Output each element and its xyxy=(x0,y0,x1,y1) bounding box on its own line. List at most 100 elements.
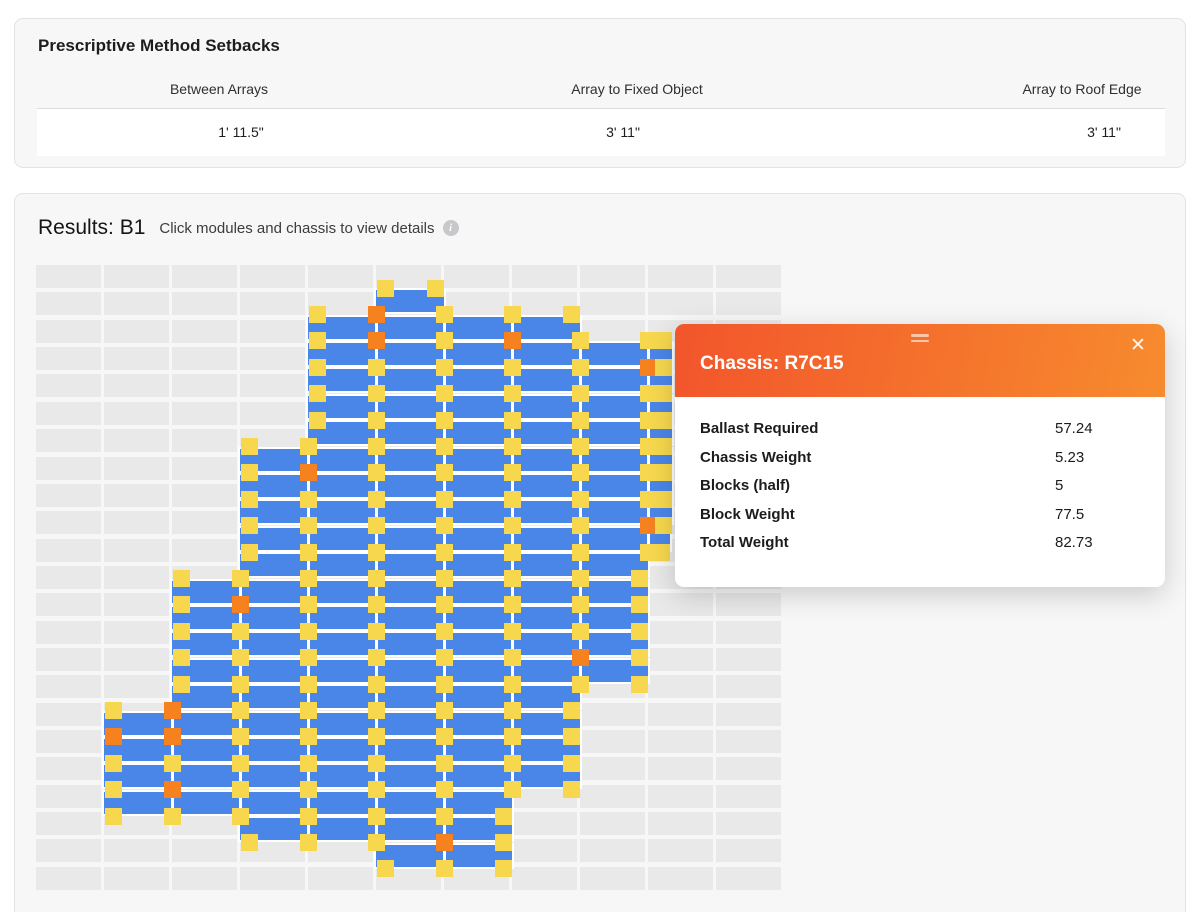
chassis-block[interactable] xyxy=(367,833,385,851)
chassis-block[interactable] xyxy=(562,701,580,719)
chassis-block[interactable] xyxy=(299,622,317,640)
chassis-block[interactable] xyxy=(367,807,385,825)
chassis-block[interactable] xyxy=(435,332,453,350)
chassis-block[interactable] xyxy=(435,490,453,508)
chassis-block[interactable] xyxy=(435,807,453,825)
chassis-block[interactable] xyxy=(299,543,317,561)
chassis-block[interactable] xyxy=(562,728,580,746)
chassis-block[interactable] xyxy=(571,332,589,350)
chassis-block[interactable] xyxy=(494,860,512,878)
chassis-block[interactable] xyxy=(654,411,672,429)
module-row[interactable] xyxy=(172,607,648,629)
chassis-block[interactable] xyxy=(571,569,589,587)
chassis-block-highlighted[interactable] xyxy=(367,305,385,323)
chassis-block[interactable] xyxy=(299,833,317,851)
chassis-block[interactable] xyxy=(367,596,385,614)
chassis-block[interactable] xyxy=(376,279,394,297)
chassis-block[interactable] xyxy=(435,385,453,403)
chassis-block[interactable] xyxy=(503,701,521,719)
module-row[interactable] xyxy=(172,633,648,656)
chassis-block[interactable] xyxy=(503,649,521,667)
chassis-block[interactable] xyxy=(503,437,521,455)
chassis-block[interactable] xyxy=(367,437,385,455)
chassis-block[interactable] xyxy=(299,675,317,693)
chassis-block[interactable] xyxy=(435,517,453,535)
chassis-block[interactable] xyxy=(367,781,385,799)
chassis-block[interactable] xyxy=(639,543,657,561)
chassis-block[interactable] xyxy=(435,411,453,429)
chassis-block[interactable] xyxy=(104,781,122,799)
chassis-block[interactable] xyxy=(654,332,672,350)
chassis-block[interactable] xyxy=(654,490,672,508)
chassis-block[interactable] xyxy=(503,490,521,508)
chassis-block[interactable] xyxy=(435,596,453,614)
chassis-block[interactable] xyxy=(630,596,648,614)
chassis-block[interactable] xyxy=(630,649,648,667)
chassis-block[interactable] xyxy=(571,437,589,455)
chassis-block[interactable] xyxy=(299,517,317,535)
module-row[interactable] xyxy=(240,554,648,577)
chassis-block[interactable] xyxy=(639,464,657,482)
chassis-block-highlighted[interactable] xyxy=(163,781,181,799)
chassis-block[interactable] xyxy=(639,490,657,508)
chassis-block[interactable] xyxy=(367,543,385,561)
chassis-block[interactable] xyxy=(367,649,385,667)
chassis-block[interactable] xyxy=(367,622,385,640)
chassis-block[interactable] xyxy=(435,437,453,455)
chassis-block[interactable] xyxy=(435,675,453,693)
chassis-block[interactable] xyxy=(654,437,672,455)
chassis-block[interactable] xyxy=(367,464,385,482)
chassis-block-highlighted[interactable] xyxy=(299,464,317,482)
module-row[interactable] xyxy=(376,844,512,867)
chassis-block[interactable] xyxy=(367,358,385,376)
chassis-block[interactable] xyxy=(503,622,521,640)
chassis-block[interactable] xyxy=(494,833,512,851)
chassis-block[interactable] xyxy=(104,701,122,719)
chassis-block[interactable] xyxy=(435,358,453,376)
chassis-block[interactable] xyxy=(571,675,589,693)
chassis-block[interactable] xyxy=(240,833,258,851)
chassis-block-highlighted[interactable] xyxy=(104,728,122,746)
chassis-block[interactable] xyxy=(426,279,444,297)
chassis-block[interactable] xyxy=(639,332,657,350)
chassis-block[interactable] xyxy=(654,464,672,482)
chassis-block[interactable] xyxy=(163,754,181,772)
chassis-block[interactable] xyxy=(367,675,385,693)
chassis-block[interactable] xyxy=(652,543,670,561)
chassis-block[interactable] xyxy=(435,464,453,482)
module-row[interactable] xyxy=(240,527,670,550)
chassis-block[interactable] xyxy=(639,411,657,429)
chassis-block[interactable] xyxy=(435,649,453,667)
module-row[interactable] xyxy=(308,395,672,418)
chassis-block[interactable] xyxy=(299,754,317,772)
chassis-block[interactable] xyxy=(299,649,317,667)
chassis-block[interactable] xyxy=(571,385,589,403)
chassis-block[interactable] xyxy=(308,305,326,323)
chassis-block[interactable] xyxy=(367,517,385,535)
chassis-block[interactable] xyxy=(571,622,589,640)
chassis-block[interactable] xyxy=(503,305,521,323)
chassis-block[interactable] xyxy=(571,411,589,429)
chassis-block[interactable] xyxy=(435,754,453,772)
module-row[interactable] xyxy=(308,369,672,392)
chassis-block[interactable] xyxy=(630,622,648,640)
chassis-block[interactable] xyxy=(376,860,394,878)
chassis-block[interactable] xyxy=(240,437,258,455)
module-row[interactable] xyxy=(308,343,672,365)
chassis-block-highlighted[interactable] xyxy=(231,596,249,614)
module-row[interactable] xyxy=(104,712,580,735)
chassis-popup-header[interactable]: Chassis: R7C15 ✕ xyxy=(675,324,1165,397)
chassis-block-highlighted[interactable] xyxy=(435,833,453,851)
chassis-block[interactable] xyxy=(299,781,317,799)
chassis-block[interactable] xyxy=(299,701,317,719)
module-row[interactable] xyxy=(240,475,672,497)
chassis-block[interactable] xyxy=(435,305,453,323)
chassis-block[interactable] xyxy=(503,569,521,587)
chassis-block[interactable] xyxy=(435,701,453,719)
module-row[interactable] xyxy=(104,765,580,788)
module-row[interactable] xyxy=(104,739,580,761)
drag-handle-icon[interactable] xyxy=(911,334,929,345)
chassis-block[interactable] xyxy=(503,754,521,772)
chassis-block[interactable] xyxy=(308,332,326,350)
chassis-block[interactable] xyxy=(104,754,122,772)
